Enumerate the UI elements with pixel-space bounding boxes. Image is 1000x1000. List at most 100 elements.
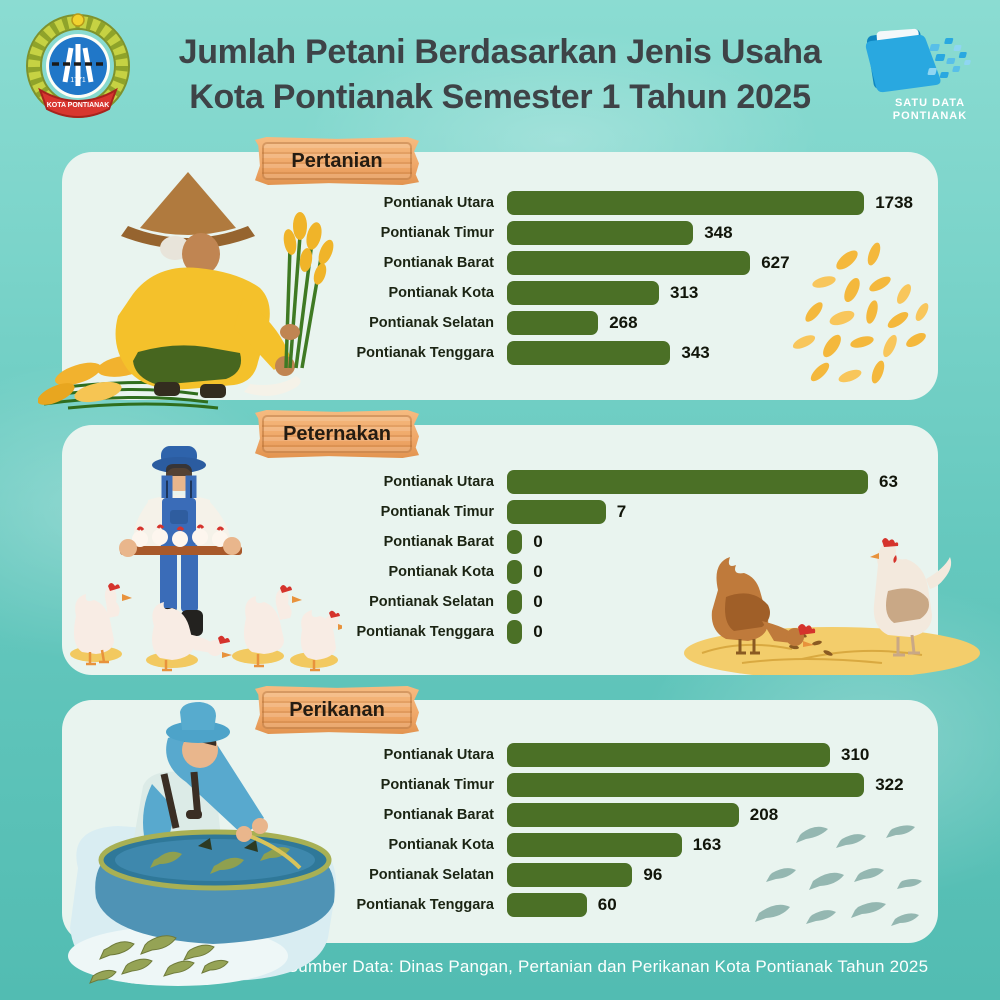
chart-row: Pontianak Timur 348 — [342, 218, 930, 248]
category-label: Pontianak Utara — [383, 195, 494, 211]
chart-row: Pontianak Kota 0 — [342, 557, 930, 587]
title-line-2: Kota Pontianak Semester 1 Tahun 2025 — [189, 78, 811, 116]
category-label: Pontianak Barat — [383, 255, 494, 271]
value-bar — [507, 530, 523, 554]
poultry-farmer-illustration — [70, 446, 342, 672]
card-peternakan: Pontianak Utara 63 Pontianak Timur 7 Pon… — [62, 425, 980, 675]
chart-row: Pontianak Barat 0 — [342, 527, 930, 557]
city-logo-label: KOTA PONTIANAK — [47, 102, 110, 109]
value-bar — [507, 191, 865, 215]
value-bar — [507, 221, 694, 245]
hen-group — [70, 583, 342, 672]
satudata-label-2: PONTIANAK — [893, 110, 967, 122]
fisherman-illustration — [68, 702, 337, 986]
value-bar — [507, 281, 659, 305]
chart-pertanian: Pontianak Utara 1738 Pontianak Timur 348… — [342, 188, 930, 368]
category-label: Pontianak Barat — [383, 534, 494, 550]
value-bar — [507, 773, 865, 797]
value-label: 0 — [533, 622, 543, 641]
chart-row: Pontianak Utara 63 — [342, 467, 930, 497]
category-label: Pontianak Kota — [388, 564, 494, 580]
category-label: Pontianak Tenggara — [356, 897, 494, 913]
chart-perikanan: Pontianak Utara 310 Pontianak Timur 322 … — [342, 740, 930, 920]
category-label: Pontianak Kota — [388, 837, 494, 853]
chart-row: Pontianak Selatan 0 — [342, 587, 930, 617]
section-sign-pertanian: Pertanian — [255, 137, 419, 185]
value-label: 63 — [879, 472, 898, 491]
chart-row: Pontianak Tenggara 60 — [342, 890, 930, 920]
value-label: 268 — [609, 313, 638, 332]
value-label: 310 — [841, 745, 870, 764]
category-label: Pontianak Timur — [380, 504, 494, 520]
category-label: Pontianak Tenggara — [356, 345, 494, 361]
value-label: 0 — [533, 532, 543, 551]
section-title: Perikanan — [289, 698, 385, 721]
category-label: Pontianak Timur — [380, 225, 494, 241]
value-label: 208 — [749, 805, 779, 824]
value-bar — [507, 500, 606, 524]
chart-row: Pontianak Selatan 96 — [342, 860, 930, 890]
value-label: 1738 — [875, 193, 914, 212]
value-bar — [507, 893, 587, 917]
value-bar — [507, 620, 523, 644]
section-title: Pertanian — [291, 149, 383, 172]
section-title: Peternakan — [283, 422, 391, 445]
chart-row: Pontianak Kota 163 — [342, 830, 930, 860]
value-label: 313 — [670, 283, 699, 302]
chart-peternakan: Pontianak Utara 63 Pontianak Timur 7 Pon… — [342, 467, 930, 647]
logo-year: 1771 — [70, 77, 86, 84]
category-label: Pontianak Kota — [388, 285, 494, 301]
category-label: Pontianak Barat — [383, 807, 494, 823]
value-bar — [507, 251, 751, 275]
chart-row: Pontianak Utara 310 — [342, 740, 930, 770]
chart-row: Pontianak Timur 7 — [342, 497, 930, 527]
category-label: Pontianak Selatan — [369, 315, 494, 331]
value-bar — [507, 803, 739, 827]
category-label: Pontianak Selatan — [369, 594, 494, 610]
value-bar — [507, 590, 523, 614]
value-label: 627 — [761, 253, 790, 272]
value-bar — [507, 311, 599, 335]
category-label: Pontianak Timur — [380, 777, 494, 793]
category-label: Pontianak Utara — [383, 747, 494, 763]
value-label: 0 — [533, 562, 543, 581]
chart-row: Pontianak Timur 322 — [342, 770, 930, 800]
value-bar — [507, 863, 633, 887]
section-sign-perikanan: Perikanan — [255, 686, 419, 734]
chart-row: Pontianak Selatan 268 — [342, 308, 930, 338]
value-bar — [507, 560, 523, 584]
title-line-1: Jumlah Petani Berdasarkan Jenis Usaha — [178, 33, 822, 71]
chart-row: Pontianak Kota 313 — [342, 278, 930, 308]
value-bar — [507, 470, 868, 494]
value-label: 96 — [643, 865, 663, 884]
kota-pontianak-logo: 1771 KOTA PONTIANAK — [26, 13, 130, 118]
category-label: Pontianak Utara — [383, 474, 494, 490]
chart-row: Pontianak Tenggara 0 — [342, 617, 930, 647]
rice-grains-decor — [792, 242, 929, 384]
satudata-label-1: SATU DATA — [895, 97, 965, 109]
chart-row: Pontianak Barat 208 — [342, 800, 930, 830]
page-title: Jumlah Petani Berdasarkan Jenis Usaha Ko… — [140, 30, 860, 120]
value-bar — [507, 743, 830, 767]
value-bar — [507, 833, 682, 857]
fish-school-decor — [755, 825, 922, 926]
chart-row: Pontianak Tenggara 343 — [342, 338, 930, 368]
farmer-illustration — [38, 172, 334, 410]
value-label: 163 — [692, 835, 722, 854]
value-label: 0 — [533, 592, 543, 611]
value-label: 348 — [704, 223, 733, 242]
value-label: 322 — [875, 775, 904, 794]
category-label: Pontianak Tenggara — [356, 624, 494, 640]
value-label: 7 — [616, 502, 627, 521]
source-credit: Sumber Data: Dinas Pangan, Pertanian dan… — [286, 957, 929, 976]
chart-row: Pontianak Barat 627 — [342, 248, 930, 278]
chart-row: Pontianak Utara 1738 — [342, 188, 930, 218]
value-bar — [507, 341, 671, 365]
category-label: Pontianak Selatan — [369, 867, 494, 883]
hens-on-hay-decor — [684, 538, 980, 675]
value-label: 60 — [597, 895, 617, 914]
section-sign-peternakan: Peternakan — [255, 410, 419, 458]
value-label: 343 — [681, 343, 710, 362]
satu-data-pontianak-logo: SATU DATA PONTIANAK — [865, 28, 971, 122]
